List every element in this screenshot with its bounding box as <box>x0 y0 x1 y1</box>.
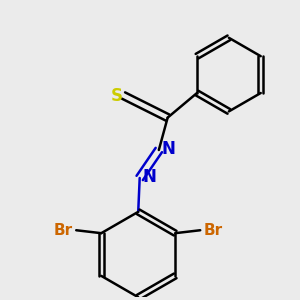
Text: Br: Br <box>53 223 73 238</box>
Text: N: N <box>142 167 156 185</box>
Text: Br: Br <box>204 223 223 238</box>
Text: S: S <box>111 86 123 104</box>
Text: N: N <box>161 140 175 158</box>
